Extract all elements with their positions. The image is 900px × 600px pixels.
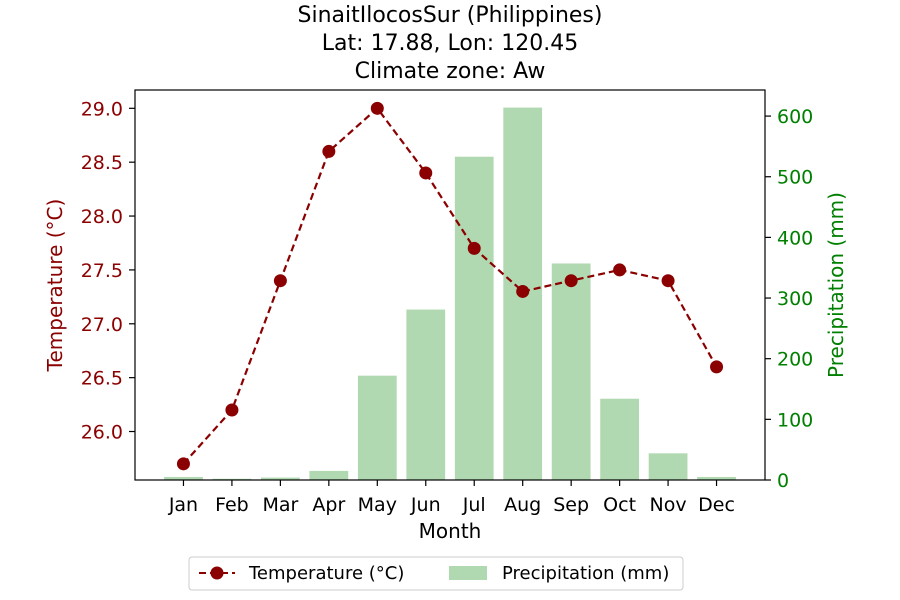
precipitation-bar <box>697 476 736 480</box>
x-tick-label: Jan <box>168 494 198 516</box>
left-y-axis-label: Temperature (°C) <box>43 199 67 373</box>
precipitation-bar <box>648 453 688 480</box>
right-tick-label: 0 <box>777 470 789 492</box>
right-y-axis-label: Precipitation (mm) <box>824 192 848 378</box>
temperature-point <box>322 144 336 158</box>
precipitation-bar <box>406 309 446 480</box>
temperature-point <box>370 101 384 115</box>
left-tick-label: 29.0 <box>81 98 123 120</box>
left-tick-label: 26.5 <box>81 368 123 390</box>
legend: Temperature (°C) Precipitation (mm) <box>188 556 684 591</box>
x-tick-label: Mar <box>262 494 298 516</box>
left-tick-label: 26.0 <box>81 422 123 444</box>
left-y-axis: 26.0 26.5 27.0 27.5 28.0 28.5 29.0 <box>81 98 135 444</box>
precipitation-bar <box>600 398 639 480</box>
temperature-series-line <box>182 106 718 465</box>
temperature-point <box>564 274 578 288</box>
legend-precipitation-swatch <box>449 566 487 580</box>
chart-title-line: SinaitIlocosSur (Philippines) <box>298 3 603 28</box>
temperature-point <box>273 274 287 288</box>
right-tick-label: 300 <box>777 288 813 310</box>
temperature-point <box>225 403 239 417</box>
precipitation-bar <box>164 476 203 480</box>
chart-title-line: Lat: 17.88, Lon: 120.45 <box>322 31 578 56</box>
left-tick-label: 28.5 <box>81 152 123 174</box>
legend-box <box>188 556 684 591</box>
right-y-axis: 0 100 200 300 400 500 600 <box>765 106 813 492</box>
left-tick-label: 27.0 <box>81 314 123 336</box>
right-tick-label: 200 <box>777 349 813 371</box>
x-axis-label: Month <box>419 519 482 543</box>
precipitation-bar <box>551 263 591 480</box>
temperature-point <box>176 457 190 471</box>
temperature-point <box>710 360 724 374</box>
precipitation-bar <box>212 478 252 480</box>
left-tick-label: 28.0 <box>81 206 123 228</box>
temperature-point <box>467 241 481 255</box>
temperature-point <box>419 166 433 180</box>
chart-title: SinaitIlocosSur (Philippines) Lat: 17.88,… <box>298 3 603 84</box>
legend-temperature-marker <box>210 566 224 580</box>
x-axis: Jan Feb Mar Apr May Jun Jul Aug Sep Oct Nov Dec <box>168 480 735 516</box>
right-tick-label: 600 <box>777 106 813 128</box>
right-tick-label: 100 <box>777 409 813 431</box>
plot-frame <box>134 89 766 481</box>
x-tick-label: Dec <box>698 494 735 516</box>
x-tick-label: Jul <box>462 494 486 516</box>
temperature-point <box>613 263 627 277</box>
left-tick-label: 27.5 <box>81 260 123 282</box>
x-tick-label: Apr <box>312 494 345 516</box>
x-tick-label: Feb <box>215 494 249 516</box>
right-tick-label: 500 <box>777 167 813 189</box>
x-tick-label: Aug <box>504 494 541 516</box>
precipitation-bar <box>357 375 397 480</box>
x-tick-label: Nov <box>650 494 687 516</box>
temperature-point <box>516 284 530 298</box>
temperature-line <box>176 101 724 471</box>
x-tick-label: Jun <box>410 494 441 516</box>
precipitation-bar <box>309 470 349 480</box>
precipitation-bars <box>164 107 736 481</box>
x-tick-label: Oct <box>603 494 636 516</box>
temperature-point <box>661 274 675 288</box>
legend-temperature-label: Temperature (°C) <box>248 563 404 584</box>
chart-title-line: Climate zone: Aw <box>355 59 546 84</box>
x-tick-label: May <box>358 494 397 516</box>
legend-precipitation-label: Precipitation (mm) <box>502 563 669 584</box>
x-tick-label: Sep <box>553 494 589 516</box>
precipitation-bar <box>454 156 494 480</box>
precipitation-bar <box>261 477 300 480</box>
right-tick-label: 400 <box>777 227 813 249</box>
